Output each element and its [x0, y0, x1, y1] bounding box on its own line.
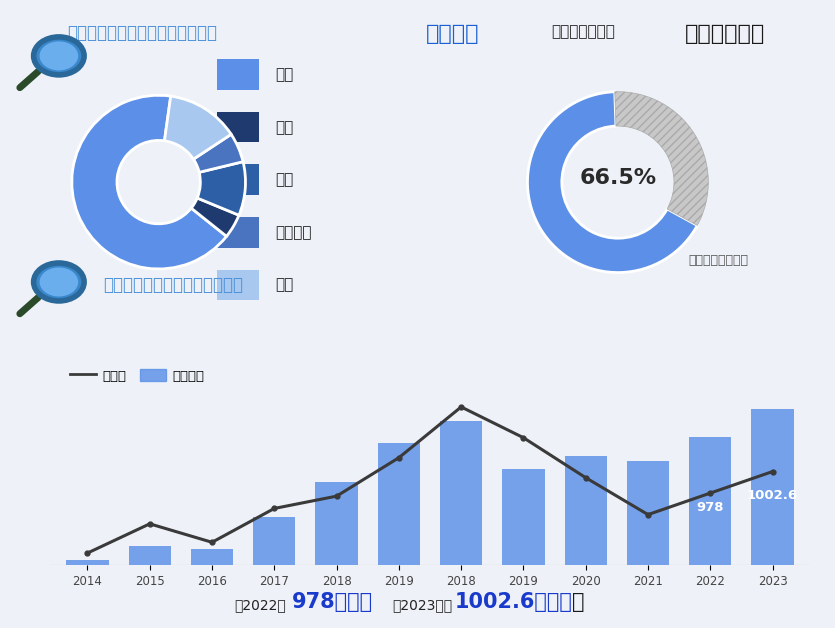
- Bar: [191, 549, 233, 565]
- Text: 全球工业阀门覆盖范围及份额占比: 全球工业阀门覆盖范围及份额占比: [67, 24, 217, 41]
- Text: 最大的地区。: 最大的地区。: [685, 24, 765, 44]
- Text: 从2022年: 从2022年: [234, 598, 286, 612]
- Bar: [503, 468, 544, 565]
- Wedge shape: [197, 161, 245, 215]
- Text: 拉丁美洲: 拉丁美洲: [276, 225, 312, 240]
- Bar: [253, 517, 296, 565]
- FancyBboxPatch shape: [217, 269, 259, 300]
- Bar: [689, 436, 731, 565]
- Circle shape: [33, 37, 84, 75]
- FancyBboxPatch shape: [217, 59, 259, 90]
- Text: 。: 。: [572, 592, 584, 612]
- Bar: [627, 461, 669, 565]
- FancyBboxPatch shape: [217, 165, 259, 195]
- Circle shape: [33, 263, 84, 301]
- FancyBboxPatch shape: [217, 217, 259, 247]
- Bar: [377, 443, 420, 565]
- Text: 1002.6亿美元: 1002.6亿美元: [455, 592, 573, 612]
- Text: 亚太市场份额占比: 亚太市场份额占比: [688, 254, 748, 268]
- Text: 欧洲: 欧洲: [276, 120, 294, 134]
- Text: 1002.6: 1002.6: [747, 489, 798, 502]
- FancyBboxPatch shape: [217, 112, 259, 143]
- Text: 北美: 北美: [276, 172, 294, 187]
- Text: 全球工业阀门市场规模浮动情况: 全球工业阀门市场规模浮动情况: [104, 276, 243, 294]
- Bar: [316, 482, 357, 565]
- Wedge shape: [164, 96, 231, 159]
- Legend: 增长率, 市场规模: 增长率, 市场规模: [64, 364, 210, 387]
- Bar: [752, 409, 794, 565]
- Wedge shape: [194, 134, 243, 172]
- Text: 其他: 其他: [276, 278, 294, 293]
- Text: 978亿美元: 978亿美元: [292, 592, 373, 612]
- Text: 到2023年的: 到2023年的: [392, 598, 453, 612]
- Bar: [564, 456, 607, 565]
- Bar: [66, 560, 109, 565]
- Wedge shape: [615, 92, 708, 225]
- Wedge shape: [191, 198, 239, 236]
- Circle shape: [39, 268, 78, 296]
- Wedge shape: [528, 92, 697, 273]
- Bar: [440, 421, 483, 565]
- Circle shape: [39, 41, 78, 70]
- Text: 亚太: 亚太: [276, 67, 294, 82]
- Wedge shape: [72, 95, 226, 269]
- Text: 978: 978: [696, 501, 724, 514]
- Bar: [129, 546, 171, 565]
- Text: 是工业阀门市场: 是工业阀门市场: [551, 24, 615, 39]
- Text: 亚太地区: 亚太地区: [426, 24, 479, 44]
- Text: 66.5%: 66.5%: [579, 168, 656, 188]
